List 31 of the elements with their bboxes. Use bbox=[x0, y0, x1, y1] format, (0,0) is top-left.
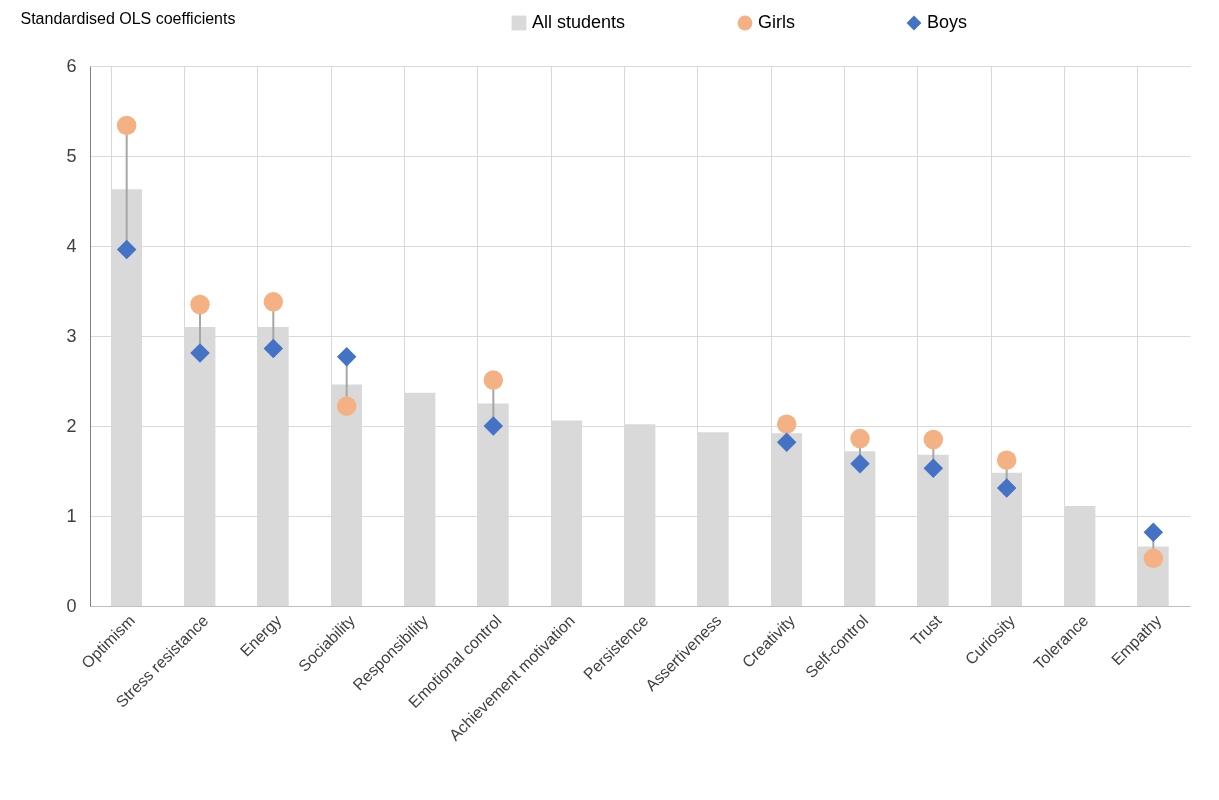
y-tick-label: 6 bbox=[66, 55, 77, 76]
point bbox=[923, 458, 944, 479]
y-tick-label: 4 bbox=[66, 235, 77, 256]
point bbox=[336, 396, 357, 416]
y-tick-label: 0 bbox=[66, 595, 77, 616]
point bbox=[850, 428, 870, 449]
point bbox=[996, 450, 1017, 470]
point bbox=[116, 239, 137, 260]
y-tick-label: 1 bbox=[66, 505, 77, 526]
y-tick-label: 3 bbox=[66, 325, 77, 346]
y-tick-label: 5 bbox=[66, 145, 77, 166]
point bbox=[263, 292, 284, 312]
point bbox=[483, 416, 504, 436]
y-tick-label: 2 bbox=[66, 415, 77, 436]
point bbox=[483, 370, 504, 390]
legend-label: Boys bbox=[927, 12, 968, 32]
legend-label: All students bbox=[532, 12, 626, 32]
point bbox=[1143, 548, 1164, 569]
point bbox=[116, 115, 137, 136]
point bbox=[190, 343, 210, 363]
point bbox=[776, 432, 797, 452]
point bbox=[776, 414, 797, 434]
point bbox=[336, 346, 357, 367]
legend-label: Girls bbox=[758, 12, 795, 32]
point bbox=[190, 294, 210, 315]
point bbox=[263, 338, 284, 359]
point bbox=[850, 454, 870, 474]
y-axis-title: Standardised OLS coefficients bbox=[20, 9, 236, 27]
point bbox=[996, 478, 1017, 498]
point bbox=[923, 429, 944, 450]
point bbox=[1143, 522, 1164, 542]
